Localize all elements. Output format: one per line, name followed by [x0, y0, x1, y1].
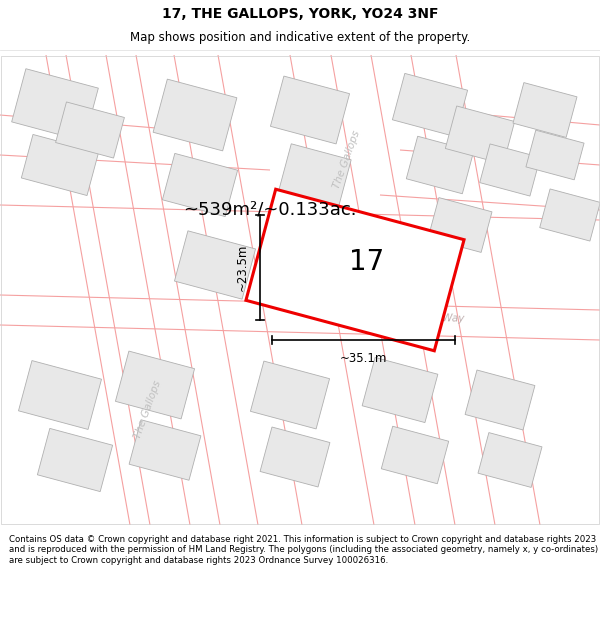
Text: Redcoat Way: Redcoat Way [396, 312, 464, 324]
Polygon shape [526, 130, 584, 180]
Polygon shape [513, 82, 577, 138]
Polygon shape [56, 102, 124, 158]
Polygon shape [445, 106, 515, 164]
Polygon shape [540, 189, 600, 241]
Polygon shape [428, 198, 492, 252]
Polygon shape [22, 134, 98, 196]
Polygon shape [381, 426, 449, 484]
Polygon shape [153, 79, 237, 151]
Polygon shape [175, 231, 256, 299]
Polygon shape [37, 428, 113, 492]
Polygon shape [19, 361, 101, 429]
Text: ~35.1m: ~35.1m [340, 351, 387, 364]
Polygon shape [129, 420, 201, 480]
Text: ~539m²/~0.133ac.: ~539m²/~0.133ac. [183, 201, 357, 219]
Polygon shape [480, 144, 540, 196]
Polygon shape [478, 432, 542, 488]
Text: Map shows position and indicative extent of the property.: Map shows position and indicative extent… [130, 31, 470, 44]
Polygon shape [11, 69, 98, 141]
Text: The Gallops: The Gallops [332, 129, 362, 191]
Polygon shape [271, 76, 350, 144]
Polygon shape [406, 136, 474, 194]
Polygon shape [392, 73, 467, 137]
Polygon shape [163, 153, 238, 217]
Text: ~23.5m: ~23.5m [235, 244, 248, 291]
Text: 17: 17 [349, 248, 385, 276]
Polygon shape [115, 351, 194, 419]
Polygon shape [465, 370, 535, 430]
Polygon shape [246, 189, 464, 351]
Polygon shape [260, 427, 330, 487]
Text: The Gallops: The Gallops [133, 379, 163, 441]
Text: 17, THE GALLOPS, YORK, YO24 3NF: 17, THE GALLOPS, YORK, YO24 3NF [162, 8, 438, 21]
Polygon shape [279, 144, 351, 206]
Polygon shape [250, 361, 329, 429]
Polygon shape [362, 357, 438, 422]
Text: Contains OS data © Crown copyright and database right 2021. This information is : Contains OS data © Crown copyright and d… [9, 535, 598, 565]
